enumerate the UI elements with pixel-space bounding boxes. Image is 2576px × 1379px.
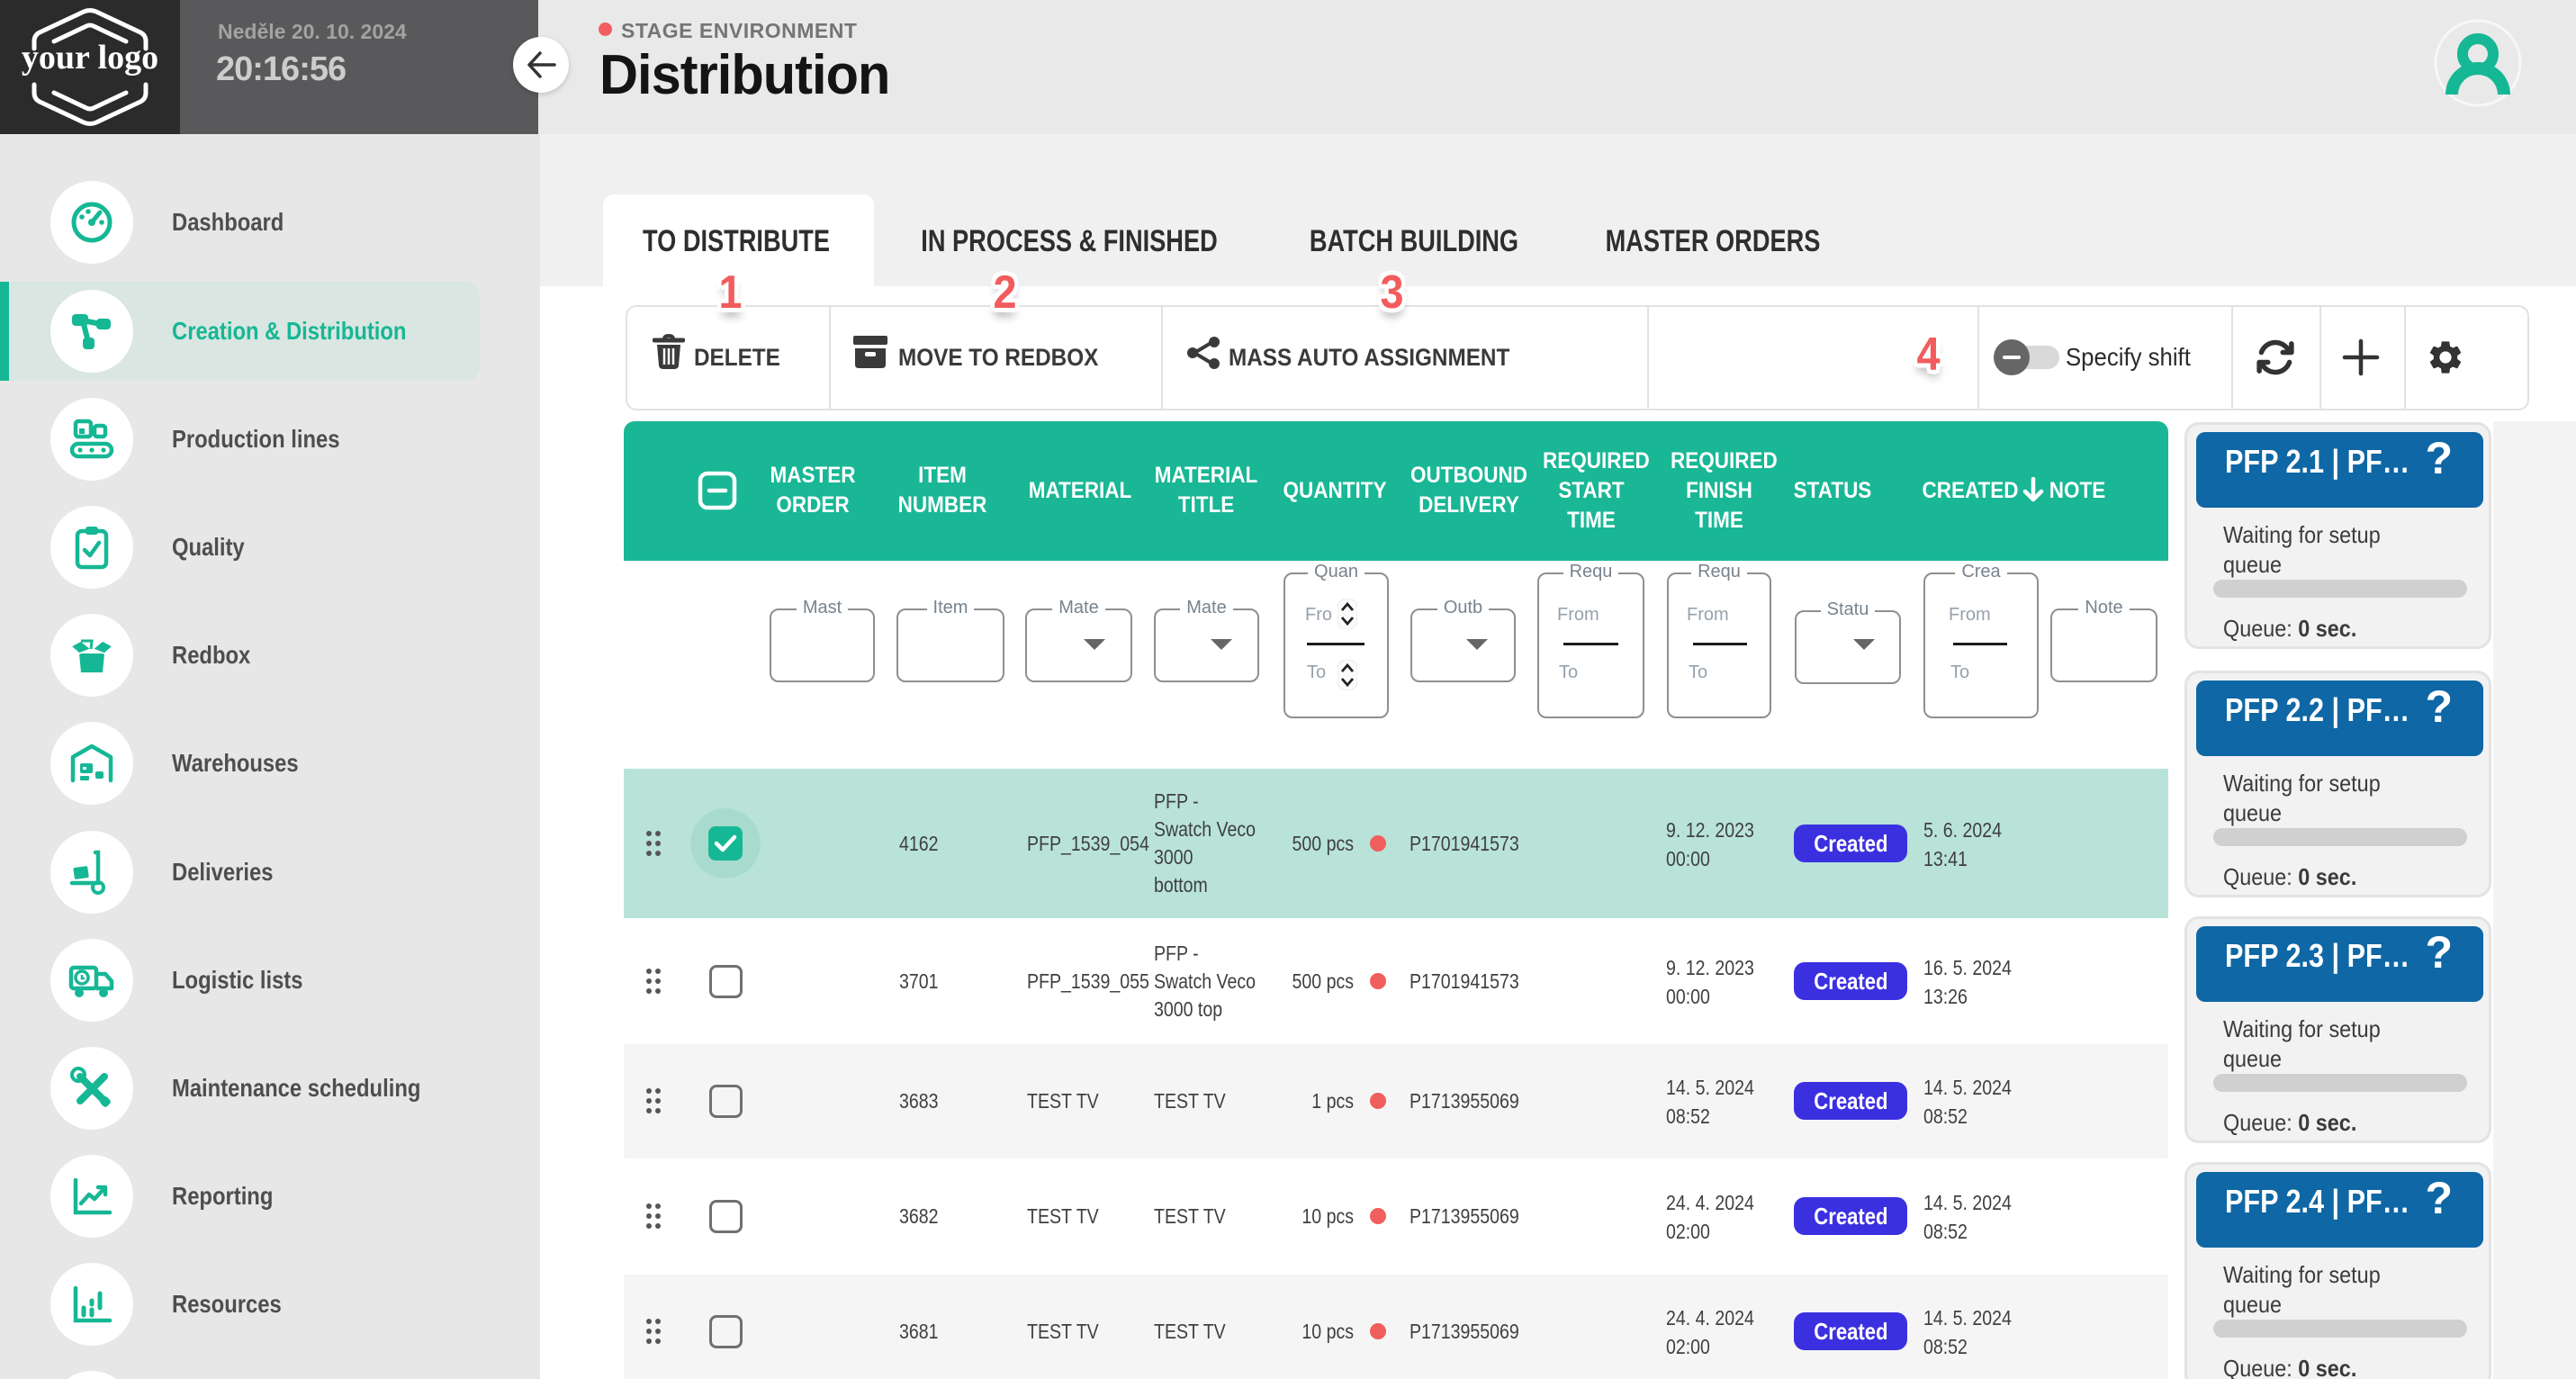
svg-text:your logo: your logo: [22, 39, 158, 77]
